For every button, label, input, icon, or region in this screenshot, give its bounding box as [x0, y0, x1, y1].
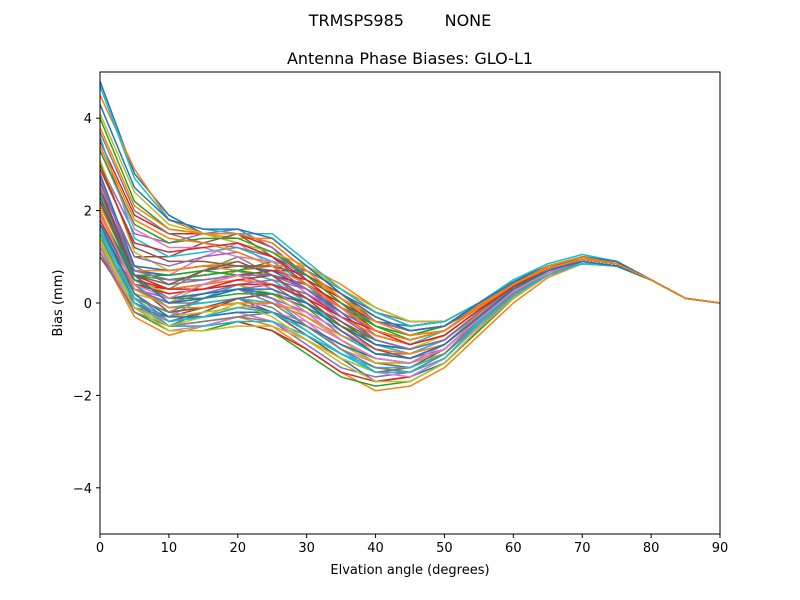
x-tick-label: 0 — [96, 541, 104, 556]
x-tick-label: 50 — [436, 541, 453, 556]
x-tick-label: 60 — [505, 541, 522, 556]
y-tick-label: −4 — [73, 482, 92, 497]
figure-suptitle: TRMSPS985 NONE — [308, 11, 492, 30]
x-tick-label: 70 — [574, 541, 591, 556]
x-tick-label: 80 — [643, 541, 660, 556]
x-tick-label: 20 — [230, 541, 247, 556]
series-line-azimuth-350 — [100, 196, 720, 360]
y-tick-label: 4 — [84, 112, 92, 127]
series-layer — [100, 80, 720, 392]
series-line-azimuth-300 — [100, 104, 720, 332]
y-tick-label: 2 — [84, 205, 92, 220]
y-axis-label: Bias (mm) — [51, 270, 66, 337]
x-axis: 0 10 20 30 40 50 60 70 80 90 — [96, 534, 728, 556]
y-axis: −4 −2 0 2 4 — [73, 112, 100, 497]
x-axis-label: Elvation angle (degrees) — [330, 563, 489, 578]
x-tick-label: 10 — [161, 541, 178, 556]
y-tick-label: 0 — [84, 297, 92, 312]
x-tick-label: 30 — [298, 541, 315, 556]
y-tick-label: −2 — [73, 389, 92, 404]
series-line-azimuth-355 — [100, 145, 720, 341]
x-tick-label: 40 — [367, 541, 384, 556]
chart-title: Antenna Phase Biases: GLO-L1 — [287, 49, 533, 68]
x-tick-label: 90 — [712, 541, 729, 556]
